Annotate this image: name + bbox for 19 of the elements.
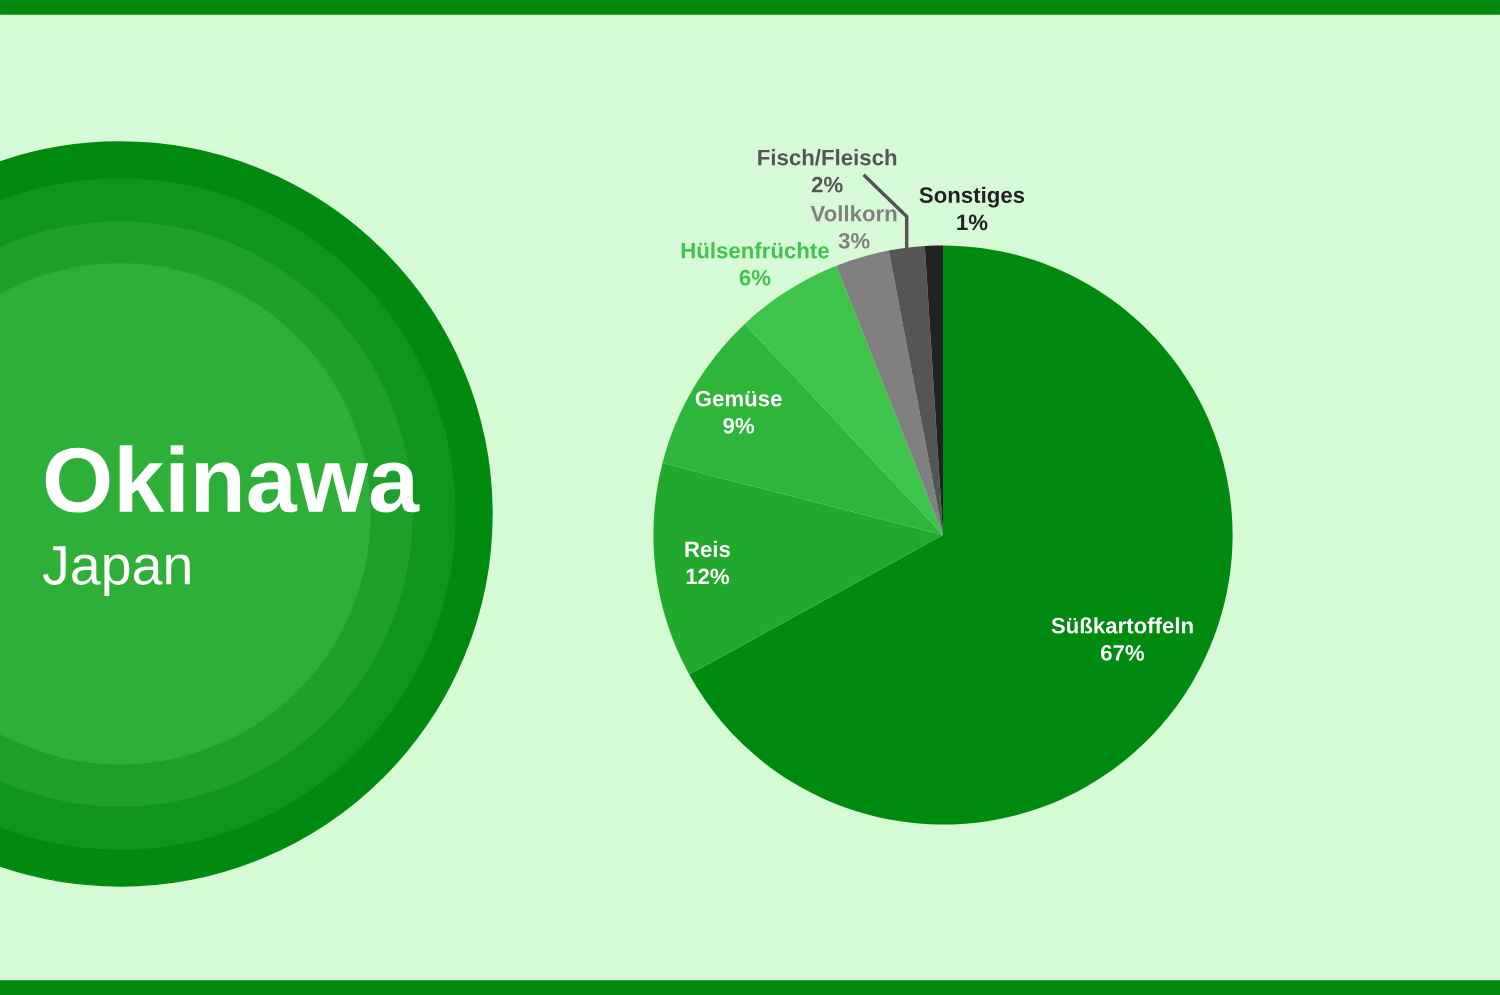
slice-label: Fisch/Fleisch: [758, 149, 897, 166]
slice-label: Süßkartoffeln: [1051, 617, 1193, 634]
pie-slice: [836, 250, 943, 535]
data-label: 6%: [739, 269, 771, 286]
data-label: 12%: [686, 568, 730, 585]
data-label: 2%: [811, 176, 843, 193]
text: Okinawa: [45, 445, 420, 513]
slice-label: Gemüse: [695, 390, 782, 407]
slice-label: Sonstiges: [919, 186, 1025, 208]
data-label: 67%: [1101, 644, 1145, 661]
slice-label: Vollkorn: [810, 205, 897, 222]
data-label: 1%: [957, 214, 988, 231]
slice-label: Reis: [685, 540, 730, 558]
data-label: 3%: [838, 232, 870, 249]
pie-slice: [662, 323, 943, 535]
text: Japan: [42, 546, 190, 596]
data-label: 9%: [723, 417, 755, 434]
pie-slice: [653, 462, 943, 675]
slice-label: Hülsenfrüchte: [681, 242, 829, 259]
